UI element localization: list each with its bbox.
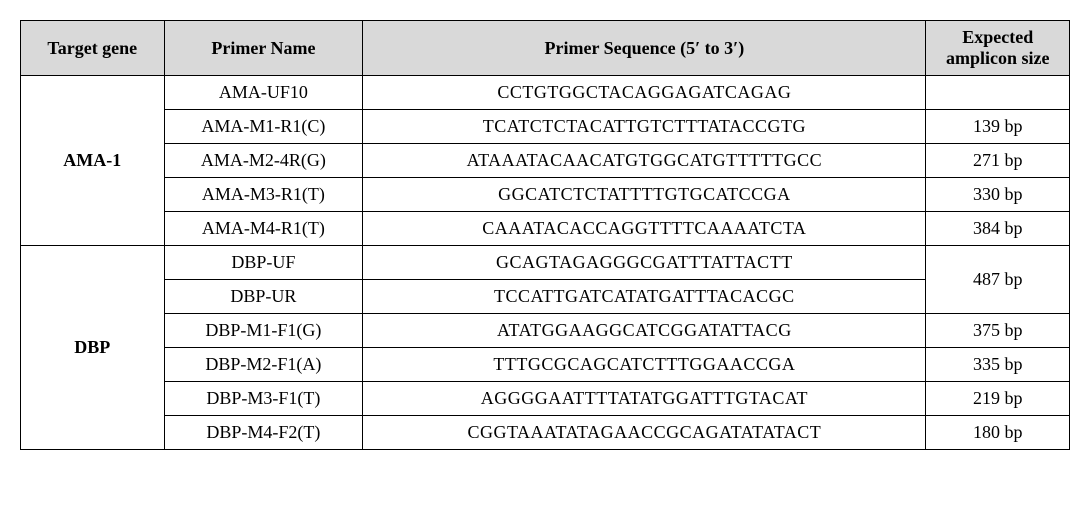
amplicon-cell: 219 bp (926, 382, 1070, 416)
primer-name-cell: AMA-M2-4R(G) (164, 144, 363, 178)
col-header-amplicon: Expected amplicon size (926, 21, 1070, 76)
primer-name-cell: DBP-M4-F2(T) (164, 416, 363, 450)
amplicon-cell: 330 bp (926, 178, 1070, 212)
table-row: DBP-M3-F1(T) AGGGGAATTTTATATGGATTTGTACAT… (21, 382, 1070, 416)
table-row: AMA-M3-R1(T) GGCATCTCTATTTTGTGCATCCGA 33… (21, 178, 1070, 212)
table-row: DBP DBP-UF GCAGTAGAGGGCGATTTATTACTT 487 … (21, 246, 1070, 280)
primer-seq-cell: TCATCTCTACATTGTCTTTATACCGTG (363, 110, 926, 144)
primer-name-cell: DBP-UF (164, 246, 363, 280)
amplicon-cell: 271 bp (926, 144, 1070, 178)
primer-table: Target gene Primer Name Primer Sequence … (20, 20, 1070, 450)
amplicon-cell (926, 76, 1070, 110)
primer-name-cell: AMA-UF10 (164, 76, 363, 110)
table-row: DBP-M4-F2(T) CGGTAAATATAGAACCGCAGATATATA… (21, 416, 1070, 450)
gene-cell-ama1: AMA-1 (21, 76, 165, 246)
col-header-primer-name: Primer Name (164, 21, 363, 76)
amplicon-cell: 335 bp (926, 348, 1070, 382)
primer-seq-cell: GCAGTAGAGGGCGATTTATTACTT (363, 246, 926, 280)
table-row: DBP-M2-F1(A) TTTGCGCAGCATCTTTGGAACCGA 33… (21, 348, 1070, 382)
primer-seq-cell: TCCATTGATCATATGATTTACACGC (363, 280, 926, 314)
table-row: AMA-M2-4R(G) ATAAATACAACATGTGGCATGTTTTTG… (21, 144, 1070, 178)
primer-name-cell: AMA-M4-R1(T) (164, 212, 363, 246)
table-row: AMA-M4-R1(T) CAAATACACCAGGTTTTCAAAATCTA … (21, 212, 1070, 246)
primer-name-cell: DBP-UR (164, 280, 363, 314)
primer-name-cell: DBP-M1-F1(G) (164, 314, 363, 348)
table-body: AMA-1 AMA-UF10 CCTGTGGCTACAGGAGATCAGAG A… (21, 76, 1070, 450)
amplicon-cell: 375 bp (926, 314, 1070, 348)
amplicon-cell: 180 bp (926, 416, 1070, 450)
table-row: DBP-UR TCCATTGATCATATGATTTACACGC (21, 280, 1070, 314)
primer-name-cell: AMA-M3-R1(T) (164, 178, 363, 212)
table-row: DBP-M1-F1(G) ATATGGAAGGCATCGGATATTACG 37… (21, 314, 1070, 348)
primer-seq-cell: CAAATACACCAGGTTTTCAAAATCTA (363, 212, 926, 246)
primer-seq-cell: CGGTAAATATAGAACCGCAGATATATACT (363, 416, 926, 450)
primer-seq-cell: ATATGGAAGGCATCGGATATTACG (363, 314, 926, 348)
primer-seq-cell: GGCATCTCTATTTTGTGCATCCGA (363, 178, 926, 212)
amplicon-cell: 487 bp (926, 246, 1070, 314)
amplicon-cell: 384 bp (926, 212, 1070, 246)
amplicon-cell: 139 bp (926, 110, 1070, 144)
gene-cell-dbp: DBP (21, 246, 165, 450)
col-header-target-gene: Target gene (21, 21, 165, 76)
primer-seq-cell: CCTGTGGCTACAGGAGATCAGAG (363, 76, 926, 110)
primer-name-cell: DBP-M3-F1(T) (164, 382, 363, 416)
col-header-primer-seq: Primer Sequence (5′ to 3′) (363, 21, 926, 76)
primer-seq-cell: AGGGGAATTTTATATGGATTTGTACAT (363, 382, 926, 416)
primer-name-cell: AMA-M1-R1(C) (164, 110, 363, 144)
table-row: AMA-1 AMA-UF10 CCTGTGGCTACAGGAGATCAGAG (21, 76, 1070, 110)
primer-seq-cell: ATAAATACAACATGTGGCATGTTTTTGCC (363, 144, 926, 178)
primer-name-cell: DBP-M2-F1(A) (164, 348, 363, 382)
table-header: Target gene Primer Name Primer Sequence … (21, 21, 1070, 76)
primer-seq-cell: TTTGCGCAGCATCTTTGGAACCGA (363, 348, 926, 382)
table-row: AMA-M1-R1(C) TCATCTCTACATTGTCTTTATACCGTG… (21, 110, 1070, 144)
